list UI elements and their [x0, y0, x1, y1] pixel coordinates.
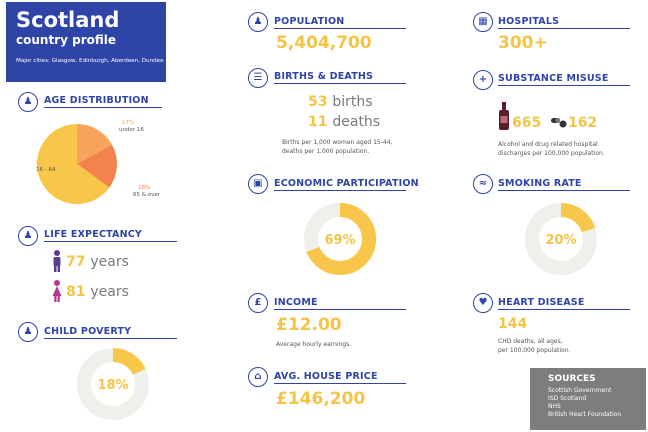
life-female: 81 years [66, 284, 129, 300]
smoking-heading: SMOKING RATE [498, 179, 630, 191]
substance-note: Alcohol and drug related hospital dischar… [498, 141, 605, 157]
poverty-value: 18% [97, 378, 128, 393]
major-cities: Major cities: Glasgow, Edinburgh, Aberde… [16, 58, 164, 64]
smoking-donut: 20% [525, 203, 597, 275]
smoking-value: 20% [545, 233, 576, 248]
pills-icon [551, 118, 567, 128]
poverty-donut: 18% [77, 348, 149, 420]
economic-arc [304, 203, 376, 275]
house-heading: AVG. HOUSE PRICE [274, 372, 406, 384]
economic-donut: 69% [304, 203, 376, 275]
hospital-icon: ▦ [473, 12, 493, 32]
age-label-name-1: 65 & over [133, 192, 161, 198]
cigarette-icon: ≈ [473, 174, 493, 194]
poverty-arc [77, 348, 149, 420]
smoking-arc [525, 203, 597, 275]
age-label-name-0: under 16 [119, 127, 144, 133]
income-note: Average hourly earnings. [276, 341, 352, 348]
heart-icon: ♥ [473, 293, 493, 313]
age-heading: AGE DISTRIBUTION [44, 96, 162, 108]
source-item: NHS [548, 403, 561, 410]
people-icon: ♟ [18, 92, 38, 112]
age-slice-65plus [77, 144, 118, 188]
source-item: Scottish Government [548, 387, 612, 394]
life-male: 77 years [66, 254, 129, 270]
age-slice-under16 [77, 124, 113, 164]
hospitals-value: 300+ [498, 33, 548, 53]
age-label-name-2: 16 - 64 [36, 167, 56, 173]
age-label-pct-0: 17% [122, 120, 134, 126]
substance-heading: SUBSTANCE MISUSE [498, 74, 630, 86]
population-heading: POPULATION [274, 17, 406, 29]
title-panel: Scotland country profile Major cities: G… [6, 2, 166, 82]
bottle-icon [499, 102, 509, 130]
economic-value: 69% [324, 233, 355, 248]
male-icon [53, 250, 61, 272]
age-slice-16-64 [37, 124, 110, 204]
births-value: 53 births [308, 94, 373, 110]
life-heading: LIFE EXPECTANCY [44, 230, 177, 242]
births-note: Births per 1,000 women aged 15-44, deaths… [282, 139, 393, 155]
population-value: 5,404,700 [276, 33, 372, 53]
population-icon: ♟ [248, 12, 268, 32]
heart-note: CHD deaths, all ages, per 100,000 populat… [498, 338, 571, 354]
hospitals-heading: HOSPITALS [498, 17, 630, 29]
drug-value: 162 [568, 115, 598, 131]
female-icon [52, 280, 62, 302]
alcohol-value: 665 [512, 115, 542, 131]
child-icon: ♟ [18, 322, 38, 342]
heart-heading: HEART DISEASE [498, 298, 630, 310]
source-item: British Heart Foundation [548, 411, 622, 418]
page-subtitle: country profile [16, 33, 116, 47]
house-value: £146,200 [276, 389, 366, 409]
deaths-value: 11 deaths [308, 114, 381, 130]
pound-icon: £ [248, 293, 268, 313]
page-title: Scotland [16, 8, 120, 32]
briefcase-icon: ▣ [248, 174, 268, 194]
age-label-pct-1: 18% [138, 185, 150, 191]
economic-heading: ECONOMIC PARTICIPATION [274, 178, 419, 191]
chart-icon: ☰ [248, 68, 268, 88]
source-item: ISD Scotland [548, 395, 587, 402]
sources-title: SOURCES [548, 374, 596, 384]
cross-icon: + [473, 70, 493, 90]
age-pie-chart: 17% under 16 18% 65 & over 65% 16 - 64 [36, 120, 161, 204]
family-icon: ♟ [18, 226, 38, 246]
poverty-heading: CHILD POVERTY [44, 327, 177, 339]
heart-value: 144 [498, 316, 528, 332]
income-heading: INCOME [274, 298, 406, 310]
sources-panel: SOURCES Scottish Government ISD Scotland… [530, 368, 646, 430]
income-value: £12.00 [276, 315, 342, 335]
house-icon: ⌂ [248, 367, 268, 387]
age-label-pct-2: 65% [36, 160, 48, 166]
births-heading: BIRTHS & DEATHS [274, 72, 406, 84]
